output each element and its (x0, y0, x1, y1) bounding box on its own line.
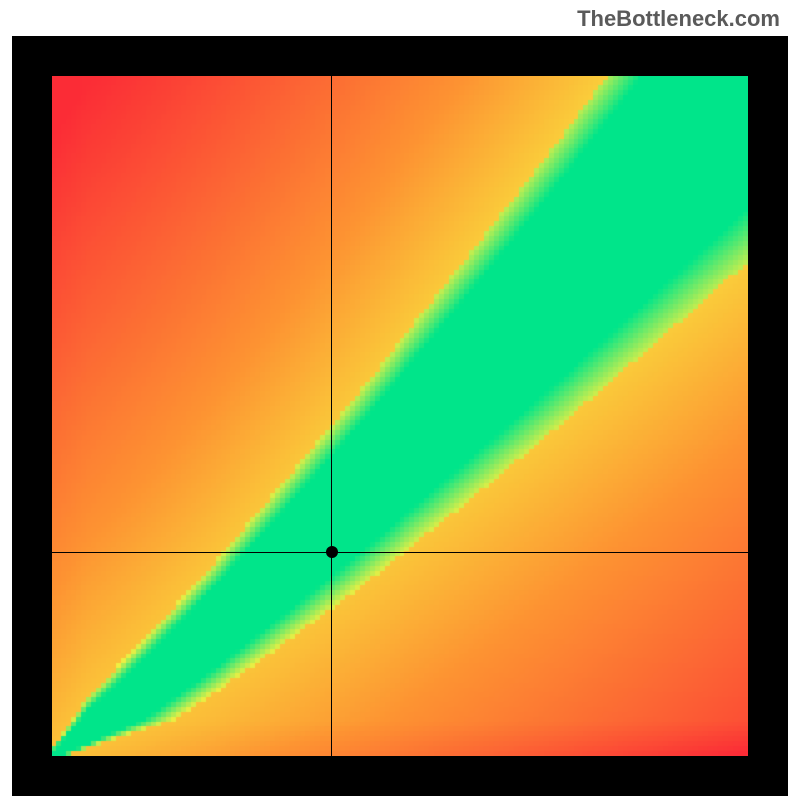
crosshair-horizontal (52, 552, 748, 553)
plot-black-frame (12, 36, 788, 796)
attribution-text: TheBottleneck.com (577, 6, 780, 32)
crosshair-vertical (331, 76, 332, 756)
crosshair-marker (326, 546, 338, 558)
heatmap-canvas (52, 76, 748, 756)
chart-container: TheBottleneck.com (0, 0, 800, 800)
